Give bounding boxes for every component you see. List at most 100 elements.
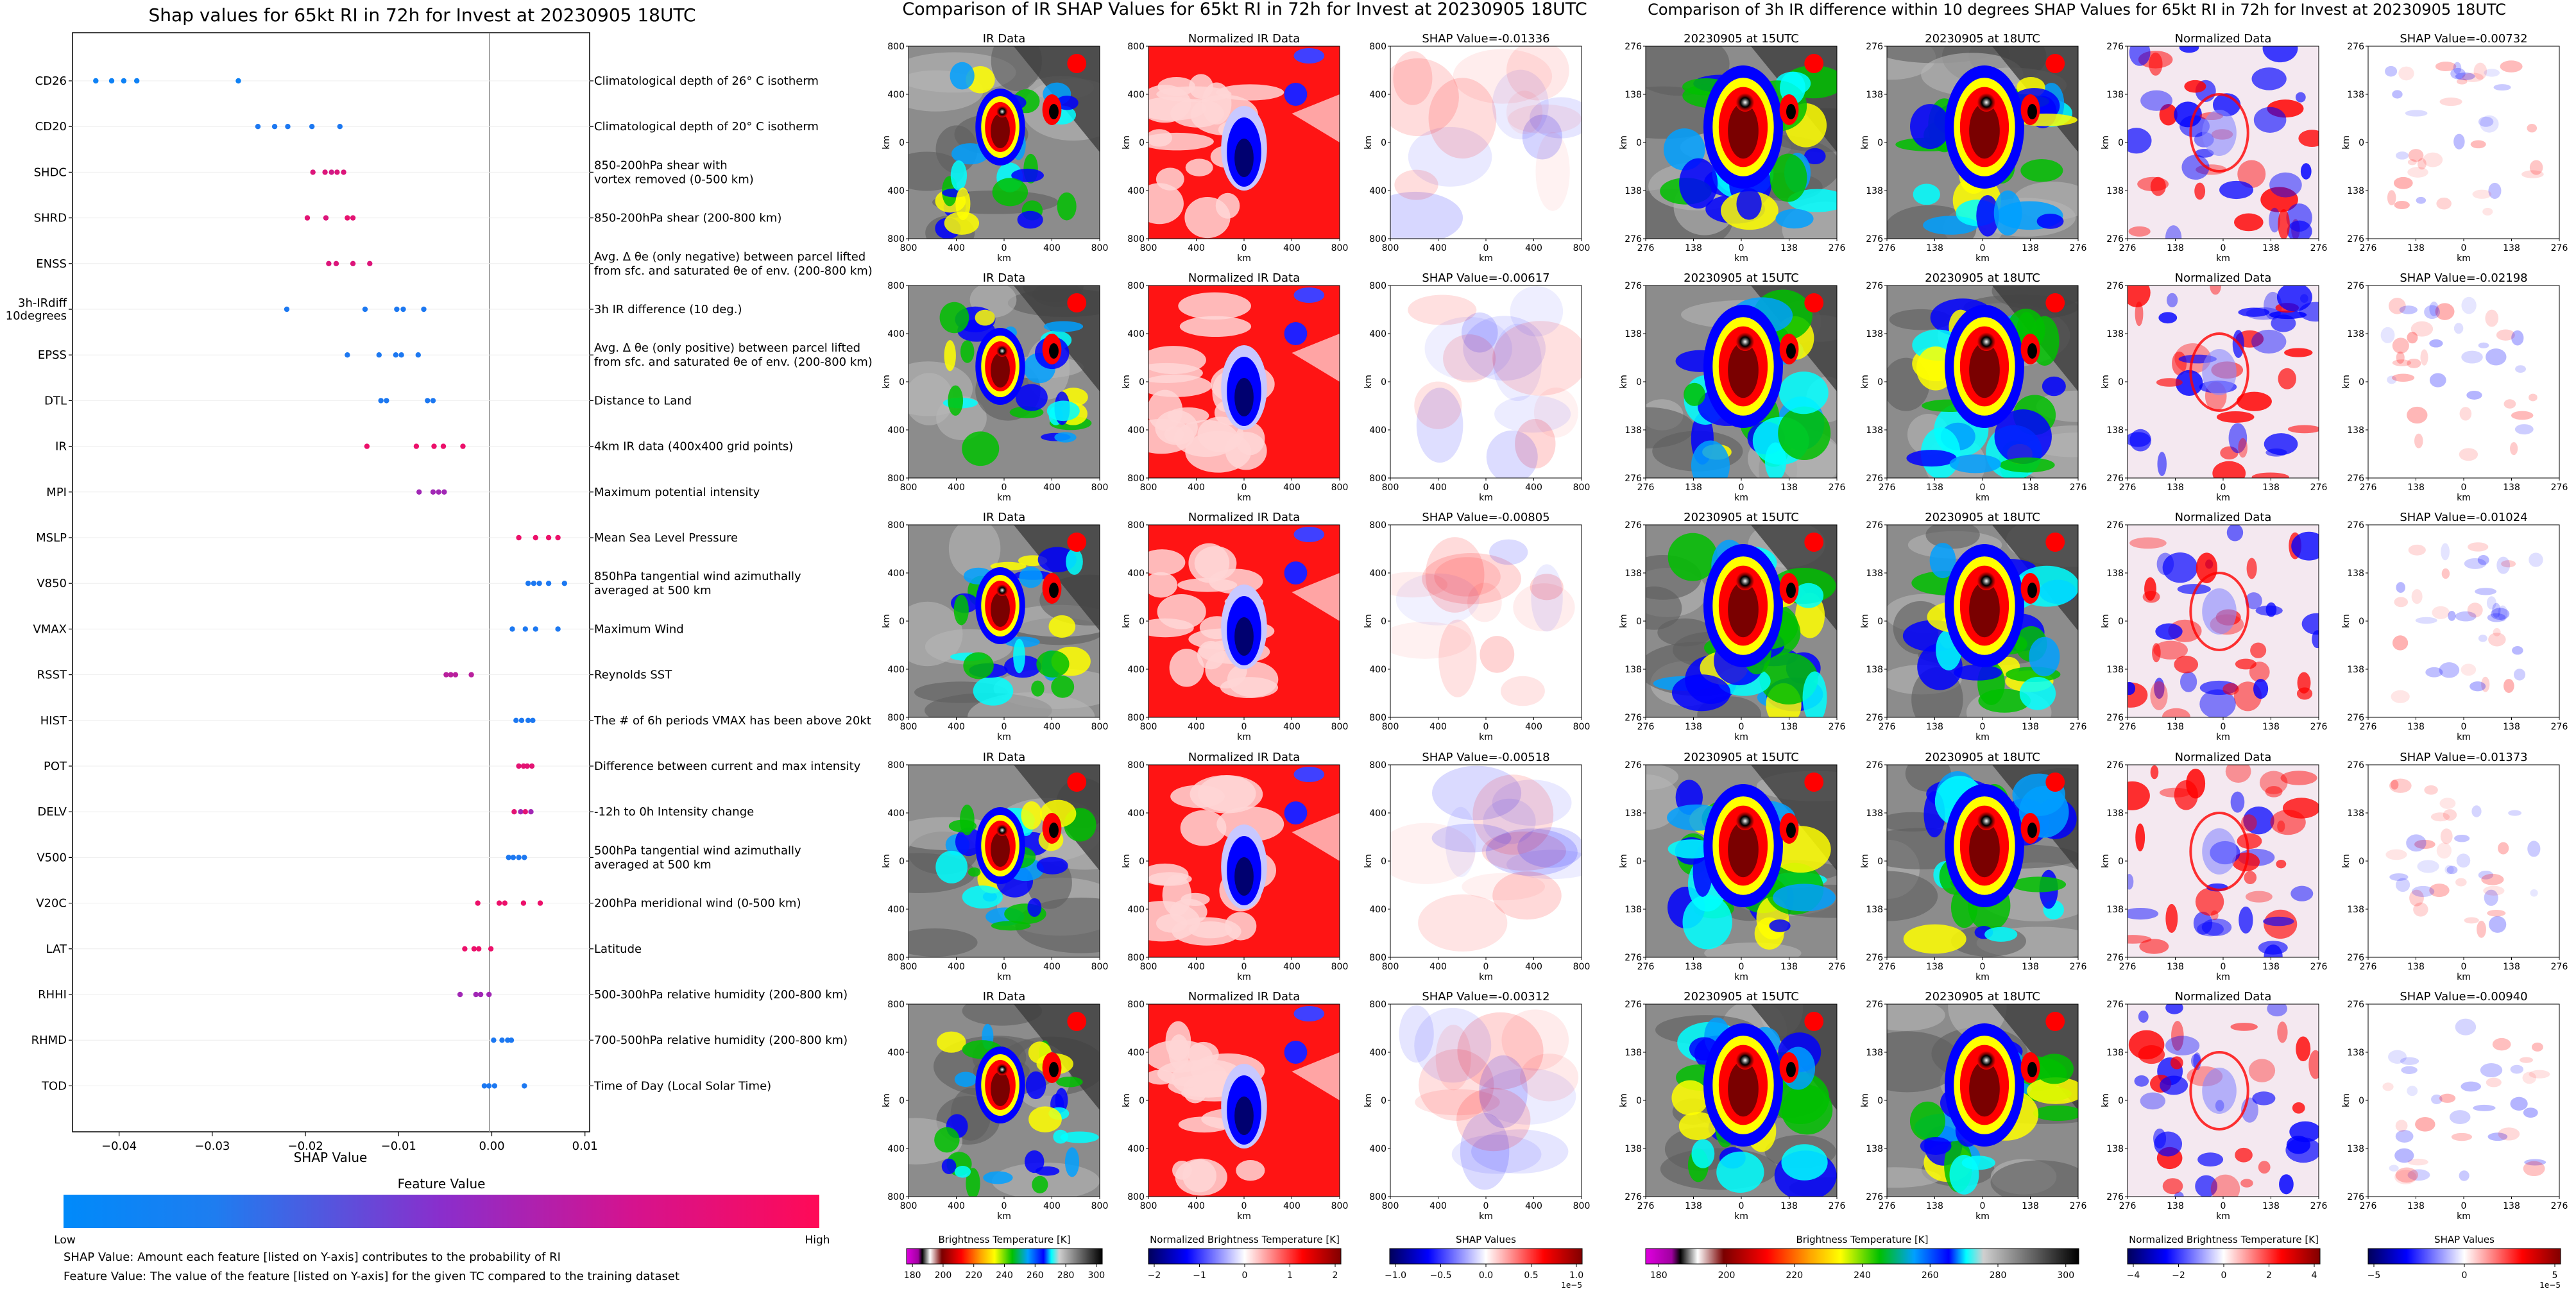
x-tick-label: 138 [2503, 1201, 2520, 1211]
y-tick-label: 276 [2347, 713, 2364, 723]
x-tick-label: 800 [1573, 722, 1591, 732]
x-tick-label: 400 [1043, 962, 1061, 972]
shap-point [393, 352, 399, 358]
panel-title: SHAP Value=-0.02198 [2400, 271, 2527, 285]
x-tick-label: 400 [1429, 722, 1447, 732]
y-tick-label: 138 [1866, 905, 1883, 915]
panel-title: SHAP Value=-0.01336 [1422, 32, 1549, 46]
panel-title: Normalized Data [2175, 751, 2272, 764]
shap-point [475, 900, 481, 906]
panel-title: SHAP Value=-0.00617 [1422, 271, 1549, 285]
colorbar-tick: 180 [904, 1270, 921, 1281]
x-tick-label: 138 [2407, 722, 2425, 732]
shap-point [284, 306, 290, 312]
x-axis-label: km [2457, 253, 2471, 264]
x-tick-label: 0 [1739, 1201, 1744, 1211]
shap-point [476, 946, 482, 952]
x-tick-label: 800 [1382, 243, 1399, 253]
colorbar-tick: 1 [1287, 1270, 1293, 1281]
y-tick-label: 800 [1127, 520, 1145, 531]
x-axis-label: km [1734, 732, 1748, 742]
x-tick-label: 276 [1637, 243, 1655, 253]
colorbar-tick: −1 [1193, 1270, 1206, 1281]
feature-name: TOD [41, 1079, 67, 1093]
x-tick-label: 276 [2310, 962, 2328, 972]
y-tick-label: 800 [887, 520, 905, 531]
x-tick-label: 0 [2461, 962, 2467, 972]
y-tick-label: 276 [1625, 760, 1642, 771]
x-tick-label: 138 [1926, 1201, 1943, 1211]
colorbar-tick: 2 [2266, 1270, 2272, 1281]
y-tick-label: 800 [887, 234, 905, 244]
x-tick-label: 800 [1382, 962, 1399, 972]
y-tick-label: 400 [1127, 568, 1145, 579]
shap-point [460, 443, 466, 449]
y-tick-label: 800 [1127, 1192, 1145, 1202]
beeswarm-title: Shap values for 65kt RI in 72h for Inves… [148, 4, 695, 26]
shap-point [430, 398, 436, 404]
shap-point [537, 900, 543, 906]
colorbar-tick: 260 [1027, 1270, 1044, 1281]
x-tick-label: 400 [948, 1201, 965, 1211]
x-tick-label: 138 [1780, 962, 1798, 972]
feature-name: V500 [37, 851, 67, 864]
y-axis-label: km [1860, 854, 1870, 868]
feature-description: Maximum Wind [594, 622, 684, 636]
y-tick-label: 138 [1866, 568, 1883, 579]
shap-point [341, 169, 346, 175]
shap-point [555, 626, 561, 632]
y-axis-label: km [1860, 614, 1870, 628]
x-axis-label: km [1734, 493, 1748, 503]
x-tick-label: 800 [900, 722, 917, 732]
x-tick-label: 276 [2551, 243, 2568, 253]
y-tick-label: 138 [2106, 329, 2124, 339]
feature-description: Mean Sea Level Pressure [594, 531, 738, 545]
shap-point [235, 78, 241, 84]
y-tick-label: 276 [2106, 953, 2124, 963]
x-tick-label: 276 [1637, 962, 1655, 972]
panel-title: IR Data [983, 511, 1026, 524]
x-tick-label: 800 [900, 1201, 917, 1211]
feature-description: averaged at 500 km [594, 858, 712, 871]
x-tick-label: 400 [1188, 722, 1205, 732]
y-axis-label: km [1122, 1093, 1132, 1107]
y-tick-label: 276 [2106, 1192, 2124, 1202]
x-tick-label: 0 [1483, 722, 1489, 732]
y-tick-label: 276 [2347, 1000, 2364, 1010]
x-tick-label: 276 [2070, 243, 2087, 253]
shap-point [508, 1037, 515, 1043]
feature-descriptions: Climatological depth of 26° C isotherm Cl… [590, 74, 873, 1093]
y-tick-label: 0 [1139, 1096, 1145, 1106]
x-tick-label: 276 [2070, 722, 2087, 732]
shap-point [309, 124, 315, 130]
y-tick-label: 400 [887, 1144, 905, 1154]
x-tick-label: 0 [1739, 962, 1744, 972]
y-tick-label: 276 [1625, 520, 1642, 531]
y-axis-label: km [1363, 1093, 1374, 1107]
y-tick-label: 0 [2118, 138, 2124, 148]
feature-description: from sfc. and saturated θe of env. (200-… [594, 264, 873, 278]
shap-point [525, 581, 531, 586]
y-tick-label: 276 [2106, 713, 2124, 723]
panel-title: SHAP Value=-0.00805 [1422, 511, 1549, 524]
x-tick-label: 800 [1091, 962, 1109, 972]
y-tick-label: 400 [887, 665, 905, 675]
y-tick-label: 800 [1127, 234, 1145, 244]
shap-point [271, 124, 278, 130]
feature-description: Avg. Δ θe (only negative) between parcel… [594, 250, 866, 264]
y-axis-label: km [1619, 375, 1629, 389]
image-colorbar: SHAP Values −5 0 51e−5 [2367, 1234, 2561, 1289]
colorbar-tick: 5 [2552, 1270, 2558, 1281]
y-tick-label: 276 [2347, 953, 2364, 963]
x-tick-label: 138 [2167, 482, 2184, 493]
shap-point [520, 900, 527, 906]
